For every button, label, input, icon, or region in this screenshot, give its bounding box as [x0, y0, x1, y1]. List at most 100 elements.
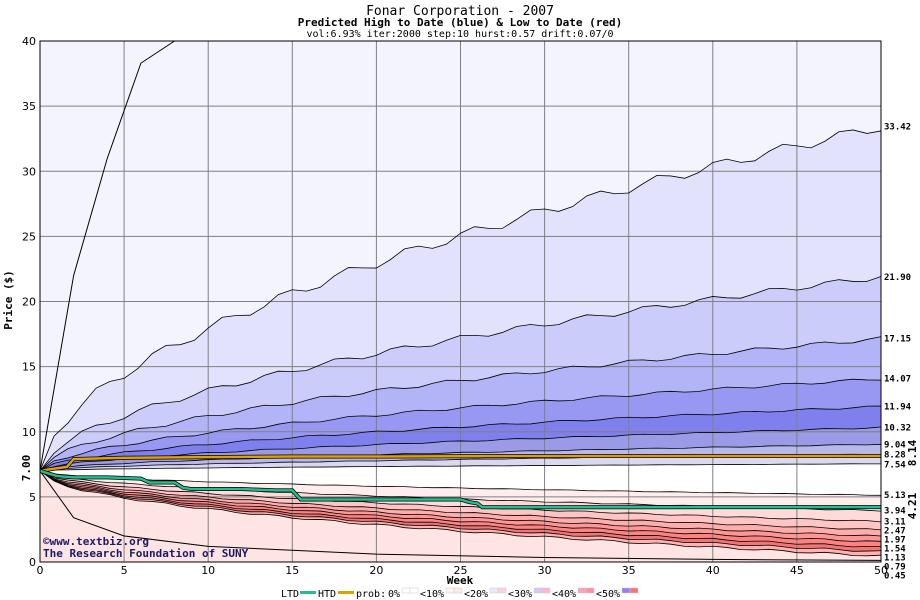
legend-prob-swatch-hi-0: [401, 587, 411, 594]
legend-prob-swatch-lo-0: [409, 587, 419, 594]
low-label-1: 3.94: [884, 507, 906, 517]
y-tick-label: 10: [22, 426, 36, 439]
low-label-6: 1.13: [884, 553, 906, 563]
x-tick-label: 45: [790, 564, 804, 577]
watermark: ©www.textbiz.org The Research Foundation…: [43, 535, 249, 560]
y-axis-ticks: 0 5 10 15 20 25 30 35 40: [22, 35, 36, 569]
low-label-2: 3.11: [884, 517, 906, 527]
x-tick-label: 5: [121, 564, 128, 577]
legend: LTD HTD prob: 0% <10% <20% <30% <40% <50%: [281, 587, 639, 600]
boundary-curve: [39, 470, 882, 523]
boundary-curve: [39, 336, 882, 472]
x-axis-label: Week: [447, 574, 474, 587]
legend-prob-label-3: <30%: [508, 589, 532, 600]
high-label-0: 33.42: [884, 123, 911, 133]
x-tick-label: 35: [622, 564, 636, 577]
legend-prob-label-2: <20%: [464, 589, 488, 600]
y-axis-label: Price ($): [2, 270, 15, 330]
high-label-5: 10.32: [884, 424, 911, 434]
boundary-curve: [39, 378, 882, 472]
outer-low-curve: [39, 470, 882, 561]
legend-htd-label: HTD: [318, 589, 336, 600]
x-tick-label: 50: [874, 564, 888, 577]
y-tick-label: 30: [22, 165, 36, 178]
legend-prob-label-0: 0%: [388, 589, 400, 600]
legend-prob-swatch-hi-1: [445, 587, 455, 594]
legend-prob-swatch-lo-4: [585, 587, 595, 594]
legend-prob-prefix: prob:: [356, 589, 386, 600]
low-label-7: 0.79: [884, 562, 906, 572]
legend-ltd-swatch: [300, 591, 316, 594]
x-tick-label: 25: [454, 564, 468, 577]
boundary-curve: [39, 470, 882, 531]
htd-final-label: 8.14: [906, 439, 919, 466]
legend-prob-label-1: <10%: [420, 589, 444, 600]
chart-params: vol:6.93% iter:2000 step:10 hurst:0.57 d…: [306, 29, 613, 40]
boundary-curve: [39, 470, 882, 552]
legend-prob-swatch-hi-4: [577, 587, 587, 594]
series-ltd: [39, 469, 881, 509]
copyright-symbol: ©: [43, 535, 50, 548]
x-tick-label: 30: [538, 564, 552, 577]
low-label-4: 1.97: [884, 535, 906, 545]
outer-high-curve: [39, 40, 175, 471]
low-label-0: 5.13: [884, 491, 906, 501]
high-label-2: 17.15: [884, 335, 911, 345]
boundary-curve: [39, 470, 882, 548]
boundary-curve: [39, 463, 882, 472]
high-label-8: 7.54: [884, 460, 906, 470]
legend-prob-label-5: <50%: [596, 589, 620, 600]
watermark-site: www.textbiz.org: [50, 535, 149, 548]
series-htd: [39, 454, 881, 473]
boundary-curve: [39, 405, 882, 472]
x-tick-label: 20: [369, 564, 383, 577]
legend-prob-label-4: <40%: [552, 589, 576, 600]
x-tick-label: 10: [201, 564, 215, 577]
boundary-curve: [39, 470, 882, 557]
svg-text:©www.textbiz.org: ©www.textbiz.org: [43, 535, 149, 548]
series-lines: [39, 453, 881, 510]
boundary-curve: [39, 470, 882, 496]
chart-title: Fonar Corporation - 2007: [366, 4, 554, 19]
plot-frame: [39, 40, 882, 563]
band-bottom: [40, 470, 881, 562]
legend-prob-swatch-hi-5: [621, 587, 631, 594]
legend-prob-items: 0% <10% <20% <30% <40% <50%: [388, 587, 639, 600]
x-tick-label: 15: [285, 564, 299, 577]
legend-prob-swatch-hi-3: [533, 587, 543, 594]
legend-prob-swatch-lo-2: [497, 587, 507, 594]
ltd-final-label: 4.21: [906, 492, 919, 519]
boundary-curve: [39, 426, 882, 472]
y-tick-label: 15: [22, 361, 36, 374]
legend-htd-swatch: [338, 591, 354, 594]
legend-ltd-label: LTD: [281, 589, 299, 600]
y-tick-label: 5: [29, 491, 36, 504]
boundary-curve: [39, 470, 882, 542]
high-label-6: 9.04: [884, 440, 906, 450]
y-tick-label: 40: [22, 35, 36, 48]
x-tick-label: 40: [706, 564, 720, 577]
high-label-3: 14.07: [884, 375, 911, 385]
legend-prob-swatch-lo-5: [629, 587, 639, 594]
low-label-3: 2.47: [884, 526, 906, 536]
y-tick-label: 35: [22, 100, 36, 113]
y-tick-label: 20: [22, 296, 36, 309]
high-label-4: 11.94: [884, 402, 912, 412]
watermark-org: The Research Foundation of SUNY: [43, 547, 249, 560]
right-value-labels: 33.42 21.90 17.15 14.07 11.94 10.32 9.048.287.…: [884, 123, 912, 582]
y-tick-label: 0: [29, 556, 36, 569]
boundary-curve: [39, 276, 882, 472]
x-tick-label: 0: [37, 564, 44, 577]
legend-prob-swatch-lo-3: [541, 587, 551, 594]
legend-prob-swatch-hi-2: [489, 587, 499, 594]
x-axis-ticks: 0 5 10 15 20 25 30 35 40 45 50: [37, 564, 889, 577]
boundary-curve: [39, 129, 882, 471]
y-tick-label: 25: [22, 230, 36, 243]
boundary-curve: [39, 470, 882, 537]
start-price-label: 7.00: [20, 455, 33, 482]
low-label-5: 1.54: [884, 544, 906, 554]
high-label-7: 8.28: [884, 450, 906, 460]
low-label-8: 0.45: [884, 571, 906, 581]
boundary-curve: [39, 443, 882, 472]
